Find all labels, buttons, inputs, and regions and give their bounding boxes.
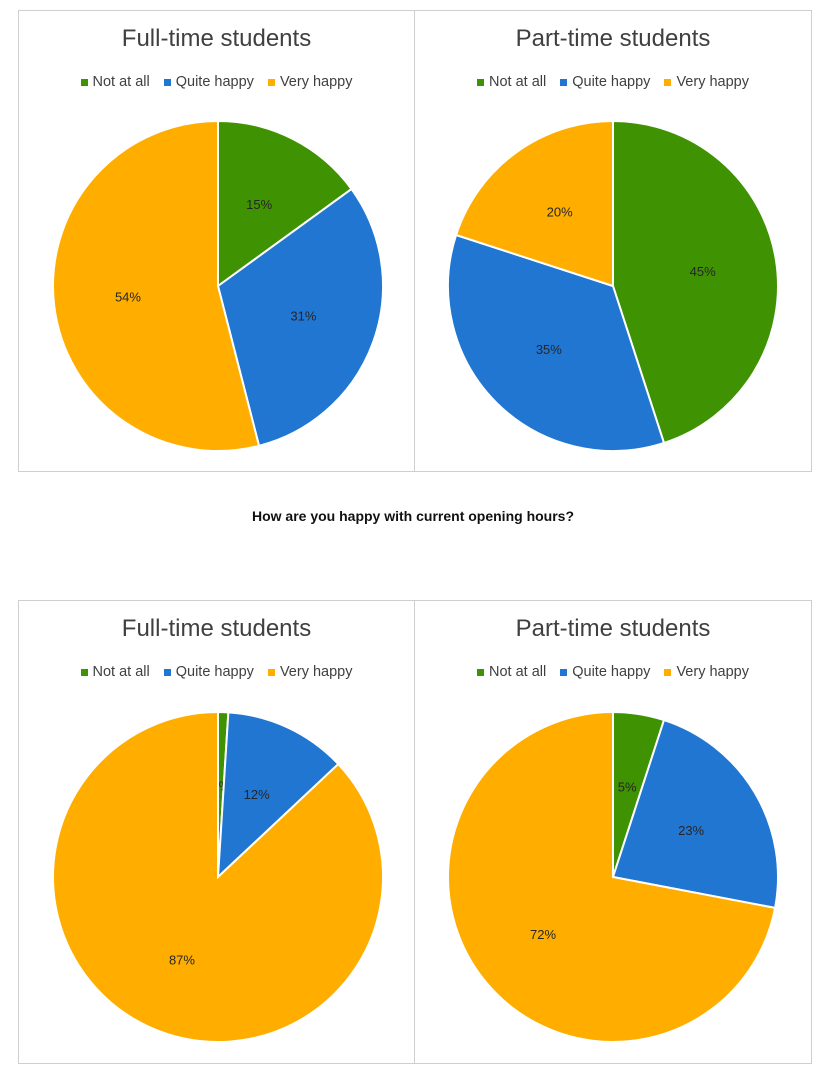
pie-slice-very-happy: [447, 710, 777, 1043]
legend-label: Very happy: [279, 74, 353, 90]
legend-label: Quite happy: [175, 664, 254, 680]
legend-item-not-at-all: Not at all: [477, 664, 546, 680]
legend-label: Not at all: [92, 664, 150, 680]
legend-swatch: [163, 78, 171, 86]
panel-divider: [414, 11, 415, 471]
data-label-not-at-all: 45%: [690, 264, 716, 279]
chart-title: Part-time students: [515, 25, 711, 52]
legend-swatch: [267, 668, 275, 676]
legend-swatch: [477, 668, 484, 676]
legend-label: Quite happy: [572, 664, 651, 680]
pie-chart-2: 1%12%87%: [52, 710, 384, 1043]
pie-slice-quite-happy: [216, 187, 384, 448]
pie-slice-very-happy: [52, 119, 261, 452]
chart-group-bottom: Full-time students Not at all Quite happ…: [18, 600, 812, 1064]
legend-swatch: [560, 78, 568, 86]
pie-slice-very-happy: [52, 710, 384, 1043]
legend-item-not-at-all: Not at all: [80, 74, 150, 90]
legend-label: Not at all: [489, 664, 547, 680]
chart-legend: Not at all Quite happy Very happy: [415, 664, 811, 680]
legend-item-not-at-all: Not at all: [477, 74, 546, 90]
legend-swatch: [267, 78, 275, 86]
legend-label: Quite happy: [572, 74, 651, 90]
legend-item-quite-happy: Quite happy: [163, 664, 254, 680]
legend-swatch: [664, 78, 672, 86]
pie-slice-not-at-all: [612, 119, 779, 445]
legend-item-not-at-all: Not at all: [80, 664, 150, 680]
legend-swatch: [560, 668, 568, 676]
chart-title: Part-time students: [515, 615, 711, 642]
chart-group-top: Full-time students Not at all Quite happ…: [18, 10, 812, 472]
legend-item-very-happy: Very happy: [664, 664, 749, 680]
legend-item-very-happy: Very happy: [267, 74, 353, 90]
data-label-very-happy: 54%: [115, 289, 141, 304]
legend-swatch: [664, 668, 672, 676]
data-label-quite-happy: 12%: [244, 787, 270, 802]
legend-swatch: [80, 668, 88, 676]
pie-chart-3: 5% 23% 72%: [447, 710, 779, 1043]
legend-label: Very happy: [279, 664, 353, 680]
panel-divider: [414, 601, 415, 1063]
legend-item-quite-happy: Quite happy: [560, 74, 650, 90]
chart-legend: Not at all Quite happy Very happy: [19, 74, 414, 90]
pie-slice-not-at-all: [217, 119, 353, 288]
legend-label: Not at all: [92, 74, 150, 90]
chart-panel-full-time: Full-time students Not at all Quite happ…: [19, 601, 414, 1063]
chart-panel-part-time: Part-time students Not at all Quite happ…: [415, 11, 811, 471]
chart-legend: Not at all Quite happy Very happy: [415, 74, 811, 90]
pie-slice-quite-happy: [447, 233, 666, 452]
legend-label: Very happy: [676, 664, 749, 680]
pie-slice-quite-happy: [216, 711, 340, 880]
chart-panel-part-time: Part-time students Not at all Quite happ…: [415, 601, 811, 1063]
pie-chart-0: 15% 31% 54%: [52, 119, 384, 452]
data-label-quite-happy: 23%: [678, 823, 704, 838]
chart-title: Full-time students: [121, 615, 312, 642]
chart-legend: Not at all Quite happy Very happy: [19, 664, 414, 680]
legend-swatch: [163, 668, 171, 676]
legend-swatch: [80, 78, 88, 86]
data-label-not-at-all: 5%: [618, 779, 637, 794]
data-label-very-happy: 72%: [530, 927, 556, 942]
pie-slice-quite-happy: [611, 718, 779, 910]
legend-swatch: [477, 78, 484, 86]
data-label-quite-happy: 31%: [290, 309, 316, 324]
pie-slice-very-happy: [454, 119, 614, 288]
data-label-quite-happy: 35%: [536, 342, 562, 357]
legend-label: Very happy: [676, 74, 749, 90]
legend-item-quite-happy: Quite happy: [560, 664, 650, 680]
chart-panel-full-time: Full-time students Not at all Quite happ…: [19, 11, 414, 471]
data-label-very-happy: 87%: [169, 952, 195, 967]
legend-label: Not at all: [489, 74, 547, 90]
legend-item-very-happy: Very happy: [664, 74, 749, 90]
chart-title: Full-time students: [121, 25, 312, 52]
question-caption: How are you happy with current opening h…: [251, 508, 575, 524]
data-label-very-happy: 20%: [547, 205, 573, 220]
data-label-not-at-all: 15%: [246, 197, 272, 212]
legend-label: Quite happy: [175, 74, 254, 90]
legend-item-quite-happy: Quite happy: [163, 74, 254, 90]
legend-item-very-happy: Very happy: [267, 664, 353, 680]
pie-chart-1: 45% 35% 20%: [447, 119, 779, 452]
